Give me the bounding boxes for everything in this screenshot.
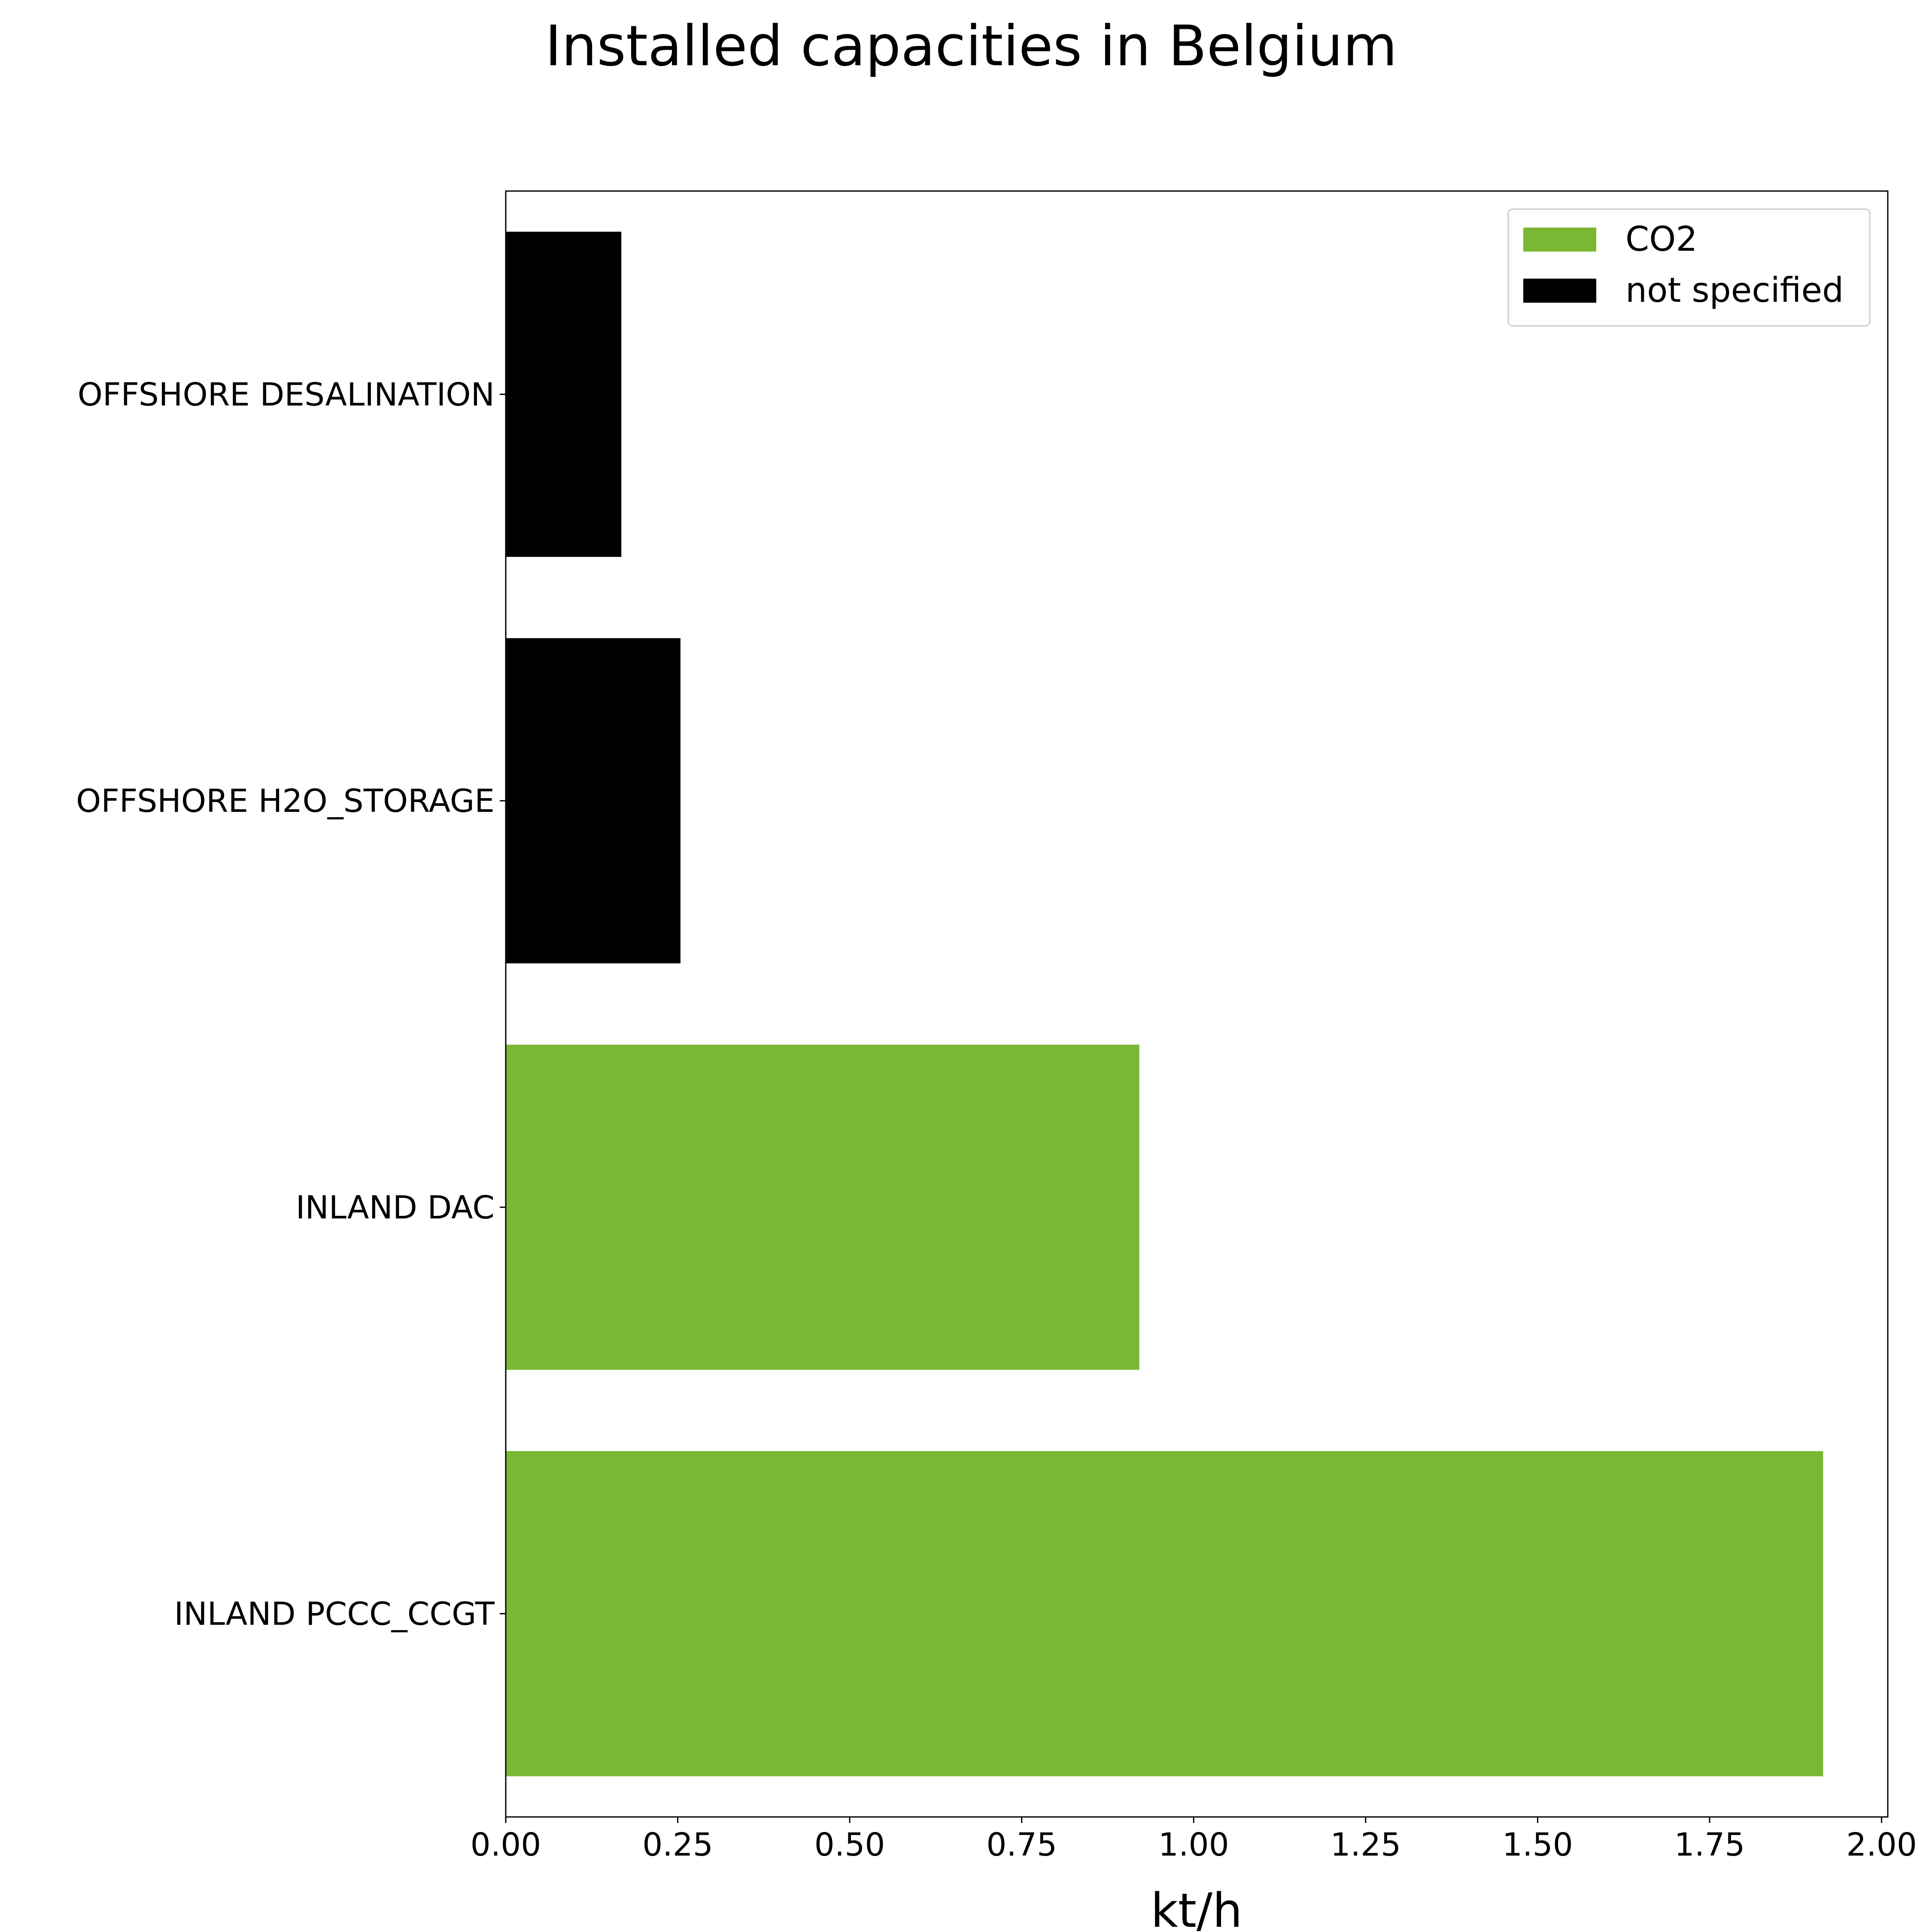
x-tick-label: 1.75 [1674, 1826, 1745, 1863]
legend-frame [1507, 208, 1871, 327]
y-tick-label: OFFSHORE DESALINATION [78, 376, 495, 413]
legend-label: not specified [1625, 270, 1844, 310]
legend-label: CO2 [1625, 219, 1698, 259]
legend: CO2 not specified [1507, 208, 1871, 327]
bar-offshore-desalination [506, 231, 622, 557]
x-tick-label: 0.25 [642, 1826, 713, 1863]
axes-frame [505, 190, 1889, 1818]
x-tick-label: 1.00 [1158, 1826, 1229, 1863]
bar-inland-pccc-ccgt [506, 1451, 1823, 1777]
x-tick-label: 0.75 [986, 1826, 1057, 1863]
plot-area [506, 231, 1823, 1777]
chart-title: Installed capacities in Belgium [545, 13, 1397, 79]
bar-offshore-h2o-storage [506, 638, 680, 963]
bar-inland-dac [506, 1045, 1139, 1370]
y-tick-label: OFFSHORE H2O_STORAGE [76, 783, 495, 820]
legend-swatch [1523, 279, 1596, 303]
x-axis-ticks: 0.00 0.25 0.50 0.75 1.00 1.25 1.50 1.75 2.00 [471, 1817, 1917, 1863]
y-tick-label: INLAND DAC [296, 1189, 495, 1226]
x-tick-label: 1.25 [1330, 1826, 1401, 1863]
x-tick-label: 0.50 [814, 1826, 885, 1863]
x-tick-label: 2.00 [1846, 1826, 1917, 1863]
y-tick-label: INLAND PCCC_CCGT [174, 1596, 495, 1633]
x-tick-label: 1.50 [1502, 1826, 1573, 1863]
x-tick-label: 0.00 [471, 1826, 541, 1863]
x-axis-label: kt/h [1151, 1883, 1242, 1932]
y-axis-ticks: OFFSHORE DESALINATION OFFSHORE H2O_STORAG… [76, 376, 506, 1633]
legend-swatch [1523, 228, 1596, 252]
